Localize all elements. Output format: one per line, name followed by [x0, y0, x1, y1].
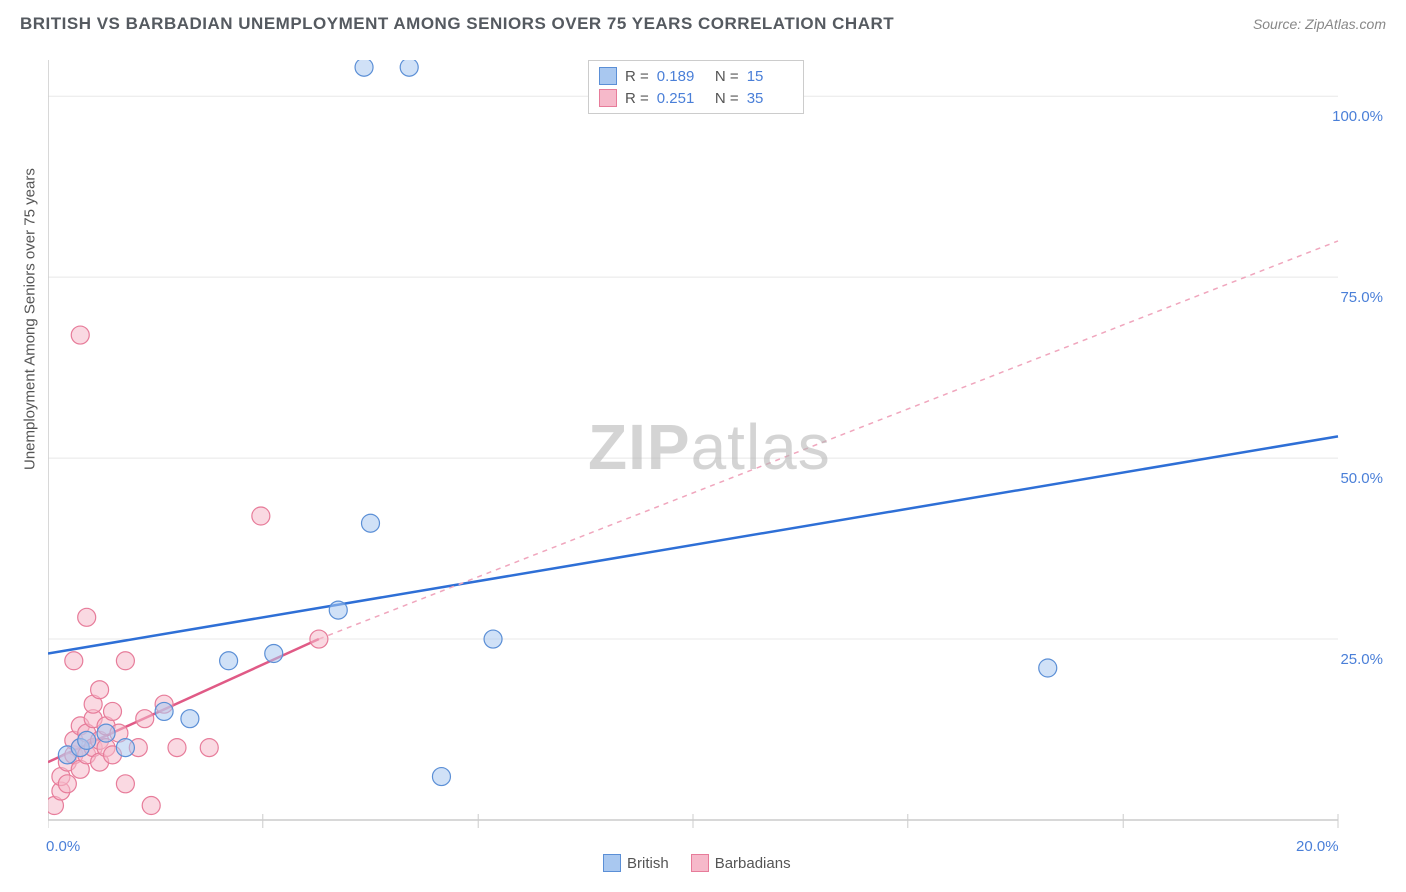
series-legend: British Barbadians	[603, 854, 791, 872]
legend-item-barbadians: Barbadians	[691, 854, 791, 872]
stat-n-label: N =	[711, 90, 739, 107]
stats-legend: R = 0.189 N = 15 R = 0.251 N = 35	[588, 60, 804, 114]
stat-r-value-barbadians: 0.251	[657, 90, 703, 107]
swatch-barbadians	[599, 89, 617, 107]
chart-title: BRITISH VS BARBADIAN UNEMPLOYMENT AMONG …	[20, 14, 894, 34]
stat-n-value-british: 15	[747, 68, 793, 85]
y-tick-label: 100.0%	[1332, 108, 1383, 125]
y-axis-label: Unemployment Among Seniors over 75 years	[22, 168, 39, 470]
stat-r-value-british: 0.189	[657, 68, 703, 85]
stats-row-british: R = 0.189 N = 15	[599, 65, 793, 87]
legend-swatch-barbadians	[691, 854, 709, 872]
y-tick-label: 50.0%	[1340, 470, 1383, 487]
stats-row-barbadians: R = 0.251 N = 35	[599, 87, 793, 109]
scatter-plot	[48, 60, 1388, 870]
stat-r-label: R =	[625, 68, 649, 85]
y-tick-label: 75.0%	[1340, 289, 1383, 306]
source-attribution: Source: ZipAtlas.com	[1253, 16, 1386, 32]
swatch-british	[599, 67, 617, 85]
y-tick-label: 25.0%	[1340, 651, 1383, 668]
x-tick-label: 0.0%	[46, 838, 80, 855]
stat-n-value-barbadians: 35	[747, 90, 793, 107]
chart-area: Unemployment Among Seniors over 75 years…	[48, 60, 1388, 870]
legend-item-british: British	[603, 854, 669, 872]
legend-swatch-british	[603, 854, 621, 872]
stat-r-label: R =	[625, 90, 649, 107]
stat-n-label: N =	[711, 68, 739, 85]
x-tick-label: 20.0%	[1296, 838, 1339, 855]
legend-label-british: British	[627, 855, 669, 872]
legend-label-barbadians: Barbadians	[715, 855, 791, 872]
